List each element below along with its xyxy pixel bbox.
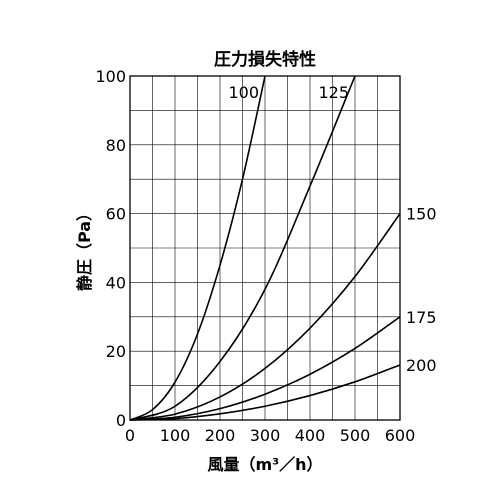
y-tick-label: 60 [106, 205, 126, 224]
series-curves [129, 75, 401, 421]
series-labels: 100 125 150 175 200 [228, 83, 436, 375]
y-tick-labels: 0 20 40 60 80 100 [95, 67, 126, 430]
series-label-200: 200 [406, 356, 437, 375]
x-tick-label: 100 [160, 426, 191, 445]
series-curve-150 [129, 213, 401, 421]
series-curve-200 [129, 364, 401, 421]
x-tick-label: 400 [295, 426, 326, 445]
series-label-100: 100 [228, 83, 259, 102]
chart-title: 圧力損失特性 [214, 49, 316, 70]
series-curve-100 [129, 75, 266, 421]
x-tick-label: 300 [250, 426, 281, 445]
series-label-150: 150 [406, 205, 437, 224]
y-tick-label: 100 [95, 67, 126, 86]
series-curve-125 [129, 75, 356, 421]
grid [130, 76, 400, 420]
x-tick-label: 500 [340, 426, 371, 445]
series-curve-175 [129, 316, 401, 421]
y-tick-label: 80 [106, 136, 126, 155]
y-tick-label: 20 [106, 342, 126, 361]
x-axis-label: 風量（m³／h） [207, 455, 322, 474]
y-tick-label: 40 [106, 273, 126, 292]
x-tick-label: 0 [125, 426, 135, 445]
y-axis-label: 静圧（Pa） [75, 205, 94, 291]
x-tick-labels: 0 100 200 300 400 500 600 [125, 426, 415, 445]
series-label-175: 175 [406, 308, 437, 327]
x-tick-label: 600 [385, 426, 416, 445]
x-tick-label: 200 [205, 426, 236, 445]
series-label-125: 125 [318, 83, 349, 102]
y-tick-label: 0 [116, 411, 126, 430]
